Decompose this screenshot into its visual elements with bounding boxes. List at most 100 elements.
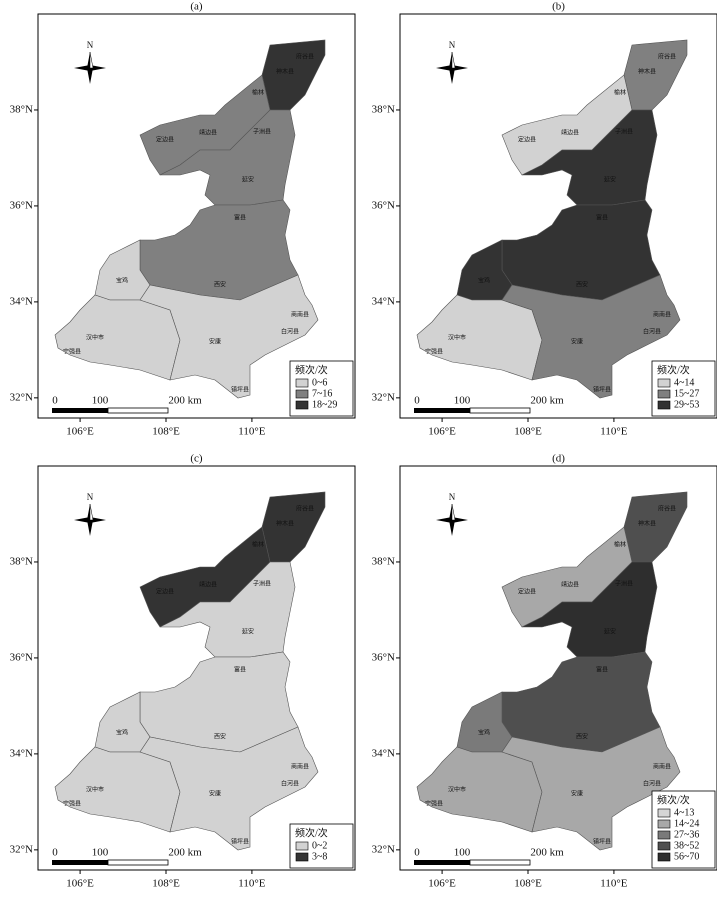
x-tick-label: 108°E <box>152 426 180 438</box>
region <box>139 274 319 399</box>
legend-swatch <box>657 819 671 829</box>
county-label: 子洲县 <box>615 128 633 135</box>
county-label: 商南县 <box>653 762 671 770</box>
county-label: 宁强县 <box>63 799 81 807</box>
region <box>501 274 681 399</box>
scale-label: 100 <box>454 847 471 859</box>
county-label: 府谷县 <box>658 52 676 60</box>
legend-swatch <box>657 830 671 840</box>
county-label: 子洲县 <box>253 580 271 587</box>
legend-swatch <box>657 808 671 818</box>
county-label: 富县 <box>234 213 246 221</box>
region <box>501 726 681 851</box>
county-label: 府谷县 <box>658 504 676 512</box>
x-tick-label: 108°E <box>514 426 542 438</box>
scale-bar <box>52 860 108 865</box>
scale-label: 100 <box>454 395 471 407</box>
legend-label: 3~8 <box>312 851 327 862</box>
county-label: 榆林 <box>614 88 626 96</box>
county-label: 靖边县 <box>561 128 579 136</box>
map-frame <box>399 13 717 419</box>
north-label: N <box>87 492 94 502</box>
scale-bar <box>469 859 531 866</box>
region <box>416 294 543 381</box>
north-label: N <box>449 40 456 50</box>
legend-label: 14~24 <box>674 818 699 829</box>
county-label: 宁强县 <box>425 347 443 355</box>
scale-label: 200 km <box>168 395 202 407</box>
y-tick-label: 32°N <box>10 391 33 403</box>
county-label: 西安 <box>214 732 226 740</box>
y-tick-label: 36°N <box>10 199 33 211</box>
scale-bar <box>107 407 169 414</box>
y-tick-label: 38°N <box>10 103 33 115</box>
county-label: 靖边县 <box>561 580 579 588</box>
legend-swatch <box>295 852 309 862</box>
county-label: 神木县 <box>276 67 294 75</box>
county-label: 定边县 <box>156 587 174 595</box>
county-label: 靖边县 <box>199 128 217 136</box>
county-label: 府谷县 <box>296 52 314 60</box>
county-label: 宝鸡 <box>116 728 128 736</box>
county-label: 榆林 <box>252 88 264 96</box>
county-label: 富县 <box>234 665 246 673</box>
scale-label: 200 km <box>168 847 202 859</box>
legend-swatch <box>657 378 671 388</box>
county-label: 镇坪县 <box>231 837 249 845</box>
scale-bar <box>414 860 470 865</box>
county-label: 靖边县 <box>199 580 217 588</box>
county-label: 宝鸡 <box>478 728 490 736</box>
scale-bar <box>469 407 531 414</box>
scale-label: 0 <box>52 847 58 859</box>
legend-label: 0~2 <box>312 840 327 851</box>
y-tick-label: 38°N <box>372 103 395 115</box>
panel-label: (d) <box>552 453 565 465</box>
x-tick-label: 108°E <box>514 878 542 890</box>
county-label: 子洲县 <box>253 128 271 135</box>
scale-label: 100 <box>92 847 109 859</box>
legend-swatch <box>657 841 671 851</box>
county-label: 商南县 <box>291 310 309 318</box>
x-tick-label: 108°E <box>152 878 180 890</box>
county-label: 商南县 <box>653 310 671 318</box>
region <box>54 294 181 381</box>
legend-label: 56~70 <box>674 851 699 862</box>
county-label: 安康 <box>209 337 221 345</box>
panel-label: (a) <box>190 1 203 13</box>
scale-label: 200 km <box>530 847 564 859</box>
legend-label: 7~16 <box>312 388 332 399</box>
county-label: 富县 <box>596 213 608 221</box>
region <box>54 746 181 833</box>
y-tick-label: 32°N <box>10 843 33 855</box>
y-tick-label: 36°N <box>10 651 33 663</box>
region <box>416 746 543 833</box>
legend-label: 15~27 <box>674 388 699 399</box>
county-label: 定边县 <box>518 587 536 595</box>
x-tick-label: 106°E <box>66 878 94 890</box>
legend-title: 频次/次 <box>657 793 690 806</box>
county-label: 镇坪县 <box>231 385 249 393</box>
x-tick-label: 110°E <box>600 426 627 438</box>
county-label: 安康 <box>571 789 583 797</box>
x-tick-label: 110°E <box>600 878 627 890</box>
county-label: 神木县 <box>638 67 656 75</box>
county-label: 汉中市 <box>448 785 466 793</box>
county-label: 安康 <box>209 789 221 797</box>
legend-swatch <box>657 400 671 410</box>
county-label: 定边县 <box>518 135 536 143</box>
scale-bar <box>414 408 470 413</box>
county-label: 榆林 <box>614 540 626 548</box>
y-tick-label: 38°N <box>372 555 395 567</box>
north-arrow <box>89 51 94 69</box>
legend-swatch <box>295 389 309 399</box>
map-frame <box>399 465 717 871</box>
county-label: 白河县 <box>281 779 299 787</box>
county-label: 神木县 <box>638 519 656 527</box>
y-tick-label: 34°N <box>372 747 395 759</box>
county-label: 镇坪县 <box>593 385 611 393</box>
scale-bar <box>107 859 169 866</box>
y-tick-label: 36°N <box>372 651 395 663</box>
